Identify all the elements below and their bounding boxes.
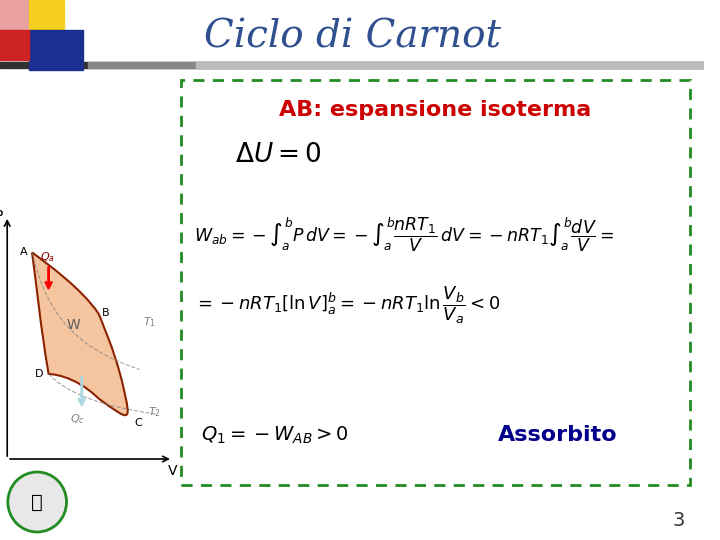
Text: $Q_c$: $Q_c$ <box>70 413 85 427</box>
FancyBboxPatch shape <box>181 80 690 485</box>
Bar <box>0 30 30 60</box>
Text: 3: 3 <box>672 510 685 530</box>
Text: Ciclo di Carnot: Ciclo di Carnot <box>204 18 500 56</box>
Text: $W_{ab} = -\int_a^b P\,dV = -\int_a^b \dfrac{nRT_1}{V}\,dV = -nRT_1\int_a^b \dfr: $W_{ab} = -\int_a^b P\,dV = -\int_a^b \d… <box>194 215 614 254</box>
Text: Assorbito: Assorbito <box>498 425 618 445</box>
Text: 🌿: 🌿 <box>31 492 43 511</box>
Text: AB: espansione isoterma: AB: espansione isoterma <box>279 100 591 120</box>
Text: $= -nRT_1\left[\ln V\right]_a^b = -nRT_1 \ln \dfrac{V_b}{V_a} < 0$: $= -nRT_1\left[\ln V\right]_a^b = -nRT_1… <box>194 284 500 326</box>
Bar <box>0 62 704 68</box>
Text: $\Delta U = 0$: $\Delta U = 0$ <box>235 143 322 167</box>
Bar <box>88 62 704 68</box>
Circle shape <box>8 472 66 532</box>
Text: $T_2$: $T_2$ <box>148 405 161 419</box>
Text: W: W <box>66 319 81 332</box>
Text: V: V <box>168 464 178 478</box>
Bar <box>196 62 704 68</box>
Bar <box>30 0 63 35</box>
Text: C: C <box>135 417 143 428</box>
Text: $T_1$: $T_1$ <box>143 315 156 329</box>
Text: $Q_a$: $Q_a$ <box>40 249 55 264</box>
Text: B: B <box>102 308 109 318</box>
Text: D: D <box>35 369 44 379</box>
Text: $Q_1 = -W_{AB} > 0$: $Q_1 = -W_{AB} > 0$ <box>201 424 348 445</box>
Text: A: A <box>19 247 27 258</box>
Bar <box>30 30 83 70</box>
PathPatch shape <box>32 252 127 415</box>
Bar <box>0 0 59 60</box>
Text: P: P <box>0 209 3 223</box>
